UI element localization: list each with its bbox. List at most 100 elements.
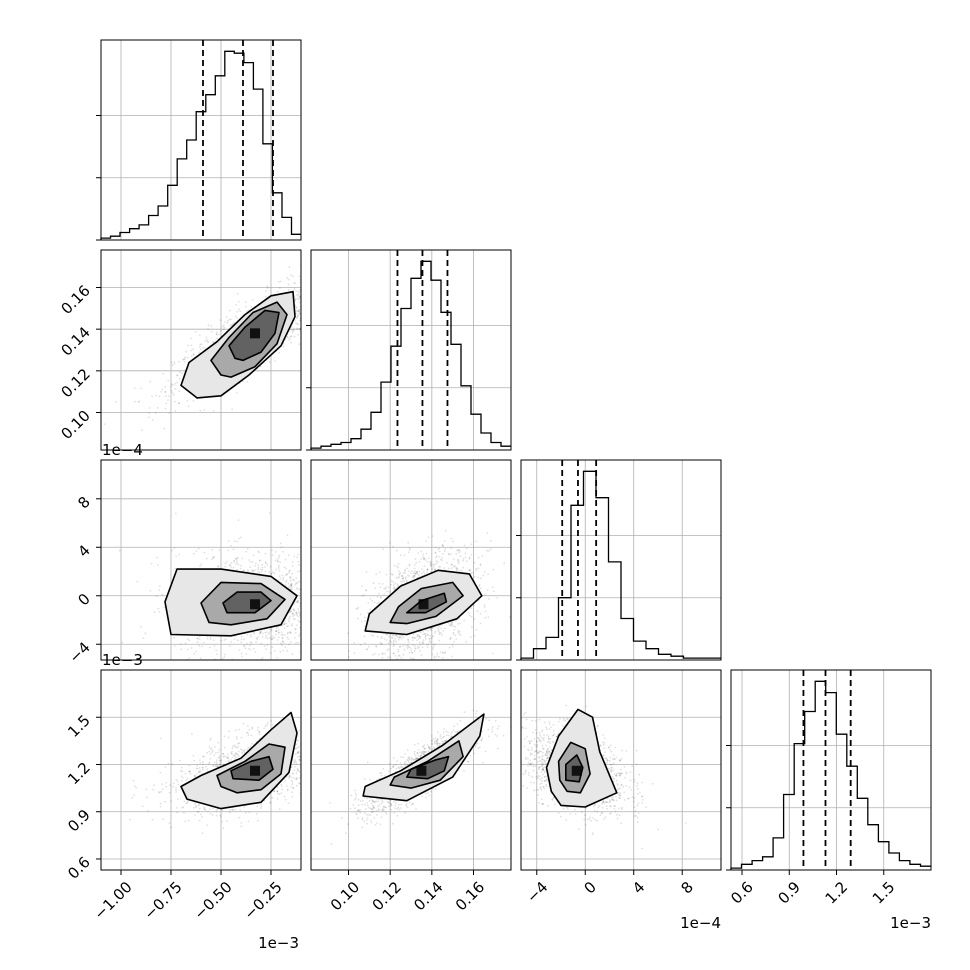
sample-point <box>280 631 283 633</box>
sample-point <box>411 639 414 641</box>
sample-point <box>416 636 419 638</box>
sample-point <box>277 793 279 795</box>
sample-point <box>386 656 389 659</box>
sample-point <box>306 771 308 773</box>
sample-point <box>441 656 444 659</box>
sample-point <box>470 543 473 546</box>
contour-line-0 <box>164 568 298 637</box>
sample-point <box>315 759 317 761</box>
sample-point <box>354 619 356 621</box>
sample-point <box>250 635 253 638</box>
sample-point <box>317 611 319 613</box>
sample-point <box>296 582 299 585</box>
sample-point <box>254 565 257 567</box>
sample-point <box>308 295 310 297</box>
sample-point <box>237 746 240 748</box>
sample-point <box>298 298 300 301</box>
sample-point <box>291 565 294 568</box>
sample-point <box>450 621 453 624</box>
sample-point <box>313 591 315 593</box>
sample-point <box>288 643 290 646</box>
sample-point <box>195 650 198 653</box>
sample-point <box>245 305 247 308</box>
sample-point <box>392 581 395 584</box>
sample-point <box>204 346 206 349</box>
sample-point <box>209 646 211 649</box>
sample-point <box>277 564 280 567</box>
sample-point <box>382 653 384 655</box>
sample-point <box>246 748 248 751</box>
sample-point <box>329 612 331 614</box>
sample-point <box>236 310 239 313</box>
sample-point <box>303 307 305 309</box>
sample-point <box>397 576 400 579</box>
sample-point <box>317 270 319 272</box>
sample-point <box>292 578 295 581</box>
sample-point <box>257 566 260 569</box>
sample-point <box>408 646 411 648</box>
sample-point <box>322 619 324 621</box>
sample-point <box>398 572 401 575</box>
sample-point <box>477 567 480 570</box>
sample-point <box>282 550 284 553</box>
sample-point <box>238 649 241 651</box>
sample-point <box>407 639 410 641</box>
sample-point <box>388 635 390 638</box>
sample-point <box>307 303 309 305</box>
sample-point <box>350 647 352 649</box>
sample-point <box>222 753 225 755</box>
sample-point <box>264 631 267 634</box>
sample-point <box>314 282 316 284</box>
sample-point <box>142 637 145 639</box>
sample-point <box>340 605 342 607</box>
sample-point <box>156 556 159 559</box>
sample-point <box>291 623 293 625</box>
sample-point <box>416 633 419 636</box>
sample-point <box>407 641 410 643</box>
sample-point <box>390 573 393 575</box>
sample-point <box>363 635 366 638</box>
sample-point <box>323 590 325 592</box>
sample-point <box>331 586 333 588</box>
sample-point <box>412 633 415 636</box>
sample-point <box>320 601 322 603</box>
sample-point <box>304 594 306 596</box>
sample-point <box>451 645 454 648</box>
sample-point <box>297 599 299 602</box>
sample-point <box>321 645 323 647</box>
sample-point <box>290 584 293 587</box>
sample-point <box>432 564 435 566</box>
sample-point <box>290 580 292 582</box>
sample-point <box>338 603 340 605</box>
sample-point <box>302 599 304 601</box>
sample-point <box>322 736 324 738</box>
sample-point <box>247 647 250 650</box>
sample-point <box>317 624 319 626</box>
panel-content <box>129 711 341 834</box>
sample-point <box>297 314 299 317</box>
sample-point <box>483 606 486 608</box>
panel-frame <box>100 459 302 661</box>
sample-point <box>339 745 341 747</box>
sample-point <box>393 644 396 646</box>
sample-point <box>457 549 459 551</box>
sample-point <box>251 570 254 572</box>
sample-point <box>293 335 296 338</box>
sample-point <box>232 548 235 551</box>
sample-point <box>400 634 403 637</box>
sample-point <box>167 395 170 397</box>
sample-point <box>299 782 301 785</box>
sample-point <box>204 340 207 342</box>
sample-point <box>246 569 249 572</box>
sample-point <box>291 588 294 591</box>
sample-point <box>302 287 304 289</box>
sample-point <box>321 622 323 624</box>
sample-point <box>272 637 274 640</box>
sample-point <box>288 611 291 614</box>
sample-point <box>152 419 154 421</box>
sample-point <box>258 682 260 684</box>
sample-point <box>281 640 284 643</box>
sample-point <box>328 616 330 618</box>
sample-point <box>174 512 177 515</box>
sample-point <box>289 632 292 634</box>
